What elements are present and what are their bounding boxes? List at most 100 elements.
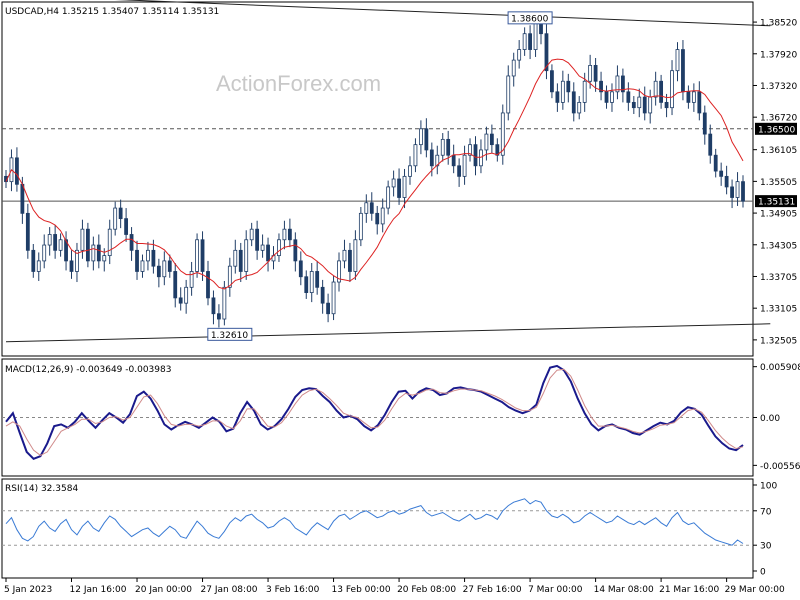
candle-body xyxy=(408,165,412,177)
candle-body xyxy=(298,260,303,278)
candle-body xyxy=(451,154,456,167)
time-tick-label: 21 Mar 16:00 xyxy=(659,585,719,595)
signal-line xyxy=(5,368,744,456)
price-tick-label: 1.36105 xyxy=(760,146,797,156)
price-tick-label: 1.34905 xyxy=(760,210,797,220)
macd-header: MACD(12,26,9) -0.003649 -0.003983 xyxy=(5,365,171,375)
candle-body xyxy=(462,154,467,177)
macd-tick-label: 0.00 xyxy=(760,414,780,424)
candle-body xyxy=(156,265,161,278)
candle-body xyxy=(304,276,309,293)
annotation-label-1: 1.32610 xyxy=(211,331,248,341)
candle-body xyxy=(593,65,598,82)
time-tick-label: 3 Feb 16:00 xyxy=(266,585,320,595)
candle-body xyxy=(58,239,63,251)
candle-body xyxy=(326,302,330,315)
candle-body xyxy=(293,239,298,262)
candle-body xyxy=(238,249,243,272)
candle-body xyxy=(173,271,178,299)
candle-body xyxy=(80,228,85,251)
candle-body xyxy=(96,244,101,262)
macd-tick-label: -0.005563 xyxy=(760,462,800,472)
price-tick-label: 1.33705 xyxy=(760,273,797,283)
candle-body xyxy=(255,228,260,251)
candle-body xyxy=(511,59,516,77)
annotation-label-0: 1.38600 xyxy=(511,14,548,24)
candle-body xyxy=(670,70,674,109)
candle-body xyxy=(517,49,522,61)
candle-body xyxy=(189,271,194,288)
macd-tick-label: 0.005908 xyxy=(760,363,800,373)
candle-body xyxy=(588,65,593,82)
candle-body xyxy=(560,80,565,103)
time-tick-label: 27 Jan 08:00 xyxy=(201,585,258,595)
candle-body xyxy=(702,112,707,135)
candle-body xyxy=(102,255,107,262)
candle-body xyxy=(648,96,653,114)
candle-body xyxy=(544,33,549,72)
symbol-header: USDCAD,H4 1.35215 1.35407 1.35114 1.3513… xyxy=(5,7,219,17)
candle-body xyxy=(429,149,434,167)
time-tick-label: 12 Jan 16:00 xyxy=(70,585,127,595)
candle-body xyxy=(107,228,112,257)
candle-body xyxy=(506,75,511,114)
annotation-box-0 xyxy=(507,11,553,25)
candle-body xyxy=(550,70,554,93)
candle-body xyxy=(446,138,451,156)
candle-body xyxy=(522,33,527,50)
candle-body xyxy=(719,170,724,177)
candle-body xyxy=(653,80,658,98)
time-tick-label: 29 Mar 00:00 xyxy=(725,585,785,595)
candle-body xyxy=(64,239,68,262)
candle-body xyxy=(135,249,139,272)
candle-body xyxy=(631,101,636,109)
macd-layer xyxy=(2,364,753,460)
candle-body xyxy=(282,228,287,241)
candle-body xyxy=(342,249,347,262)
candle-body xyxy=(42,244,47,262)
candle-body xyxy=(484,133,489,151)
candle-body xyxy=(315,271,320,288)
candle-body xyxy=(435,154,440,167)
moving-average-line xyxy=(5,58,744,290)
rsi-tick-label: 100 xyxy=(760,482,777,492)
candle-body xyxy=(577,101,582,114)
price-box-label-0: 1.36500 xyxy=(758,125,795,135)
candle-body xyxy=(233,249,238,267)
price-pane-frame xyxy=(1,1,754,357)
candle-body xyxy=(686,91,691,103)
candle-body xyxy=(473,144,478,167)
candle-body xyxy=(146,249,150,262)
candle-body xyxy=(206,271,210,299)
candle-body xyxy=(610,91,614,103)
candle-body xyxy=(249,228,254,241)
candle-body xyxy=(129,234,134,251)
candle-body xyxy=(178,297,183,304)
candle-body xyxy=(424,128,429,151)
candle-body xyxy=(571,91,576,114)
price-box-0 xyxy=(755,122,797,135)
rsi-tick-label: 30 xyxy=(760,542,772,552)
candle-body xyxy=(664,101,669,109)
candle-body xyxy=(397,178,401,198)
price-box-1 xyxy=(755,195,797,208)
price-tick-label: 1.32505 xyxy=(760,336,797,346)
candle-body xyxy=(140,260,145,272)
candle-body xyxy=(369,202,374,214)
price-layer: 1.38600 1.32610 xyxy=(2,0,771,343)
candle-body xyxy=(626,91,631,103)
candle-body xyxy=(31,249,36,272)
candle-body xyxy=(348,249,352,272)
candle-body xyxy=(697,91,702,114)
candle-body xyxy=(244,239,249,272)
candle-body xyxy=(53,234,58,251)
candle-body xyxy=(724,175,729,188)
candle-body xyxy=(222,286,227,320)
candle-body xyxy=(260,244,265,251)
candle-body xyxy=(217,313,221,320)
candle-body xyxy=(337,260,341,283)
candle-body xyxy=(419,128,423,146)
candle-body xyxy=(457,165,462,177)
price-tick-label: 1.38520 xyxy=(760,19,797,29)
candle-body xyxy=(642,96,647,114)
